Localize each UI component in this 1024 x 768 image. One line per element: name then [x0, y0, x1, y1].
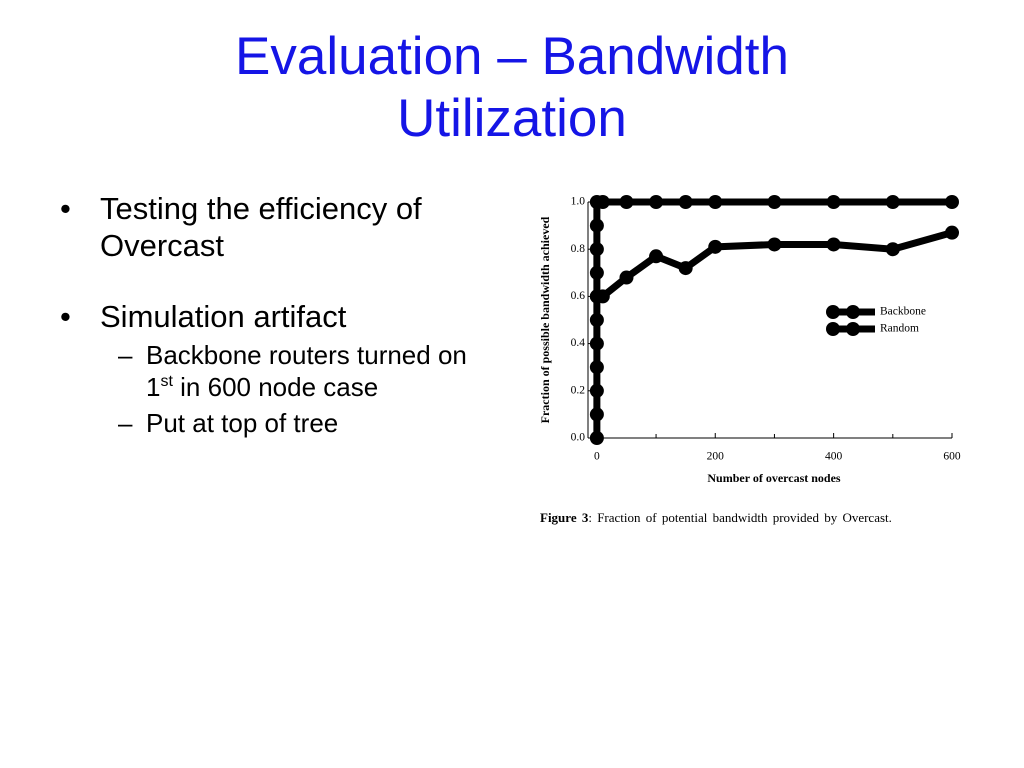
data-point — [589, 383, 604, 398]
legend-marker — [826, 305, 840, 319]
bullet: • Simulation artifact — [60, 298, 490, 335]
x-axis-label: Number of overcast nodes — [707, 471, 841, 485]
data-point — [945, 195, 959, 209]
bullet-text: Testing the efficiency of Overcast — [100, 191, 422, 263]
series-line — [596, 229, 953, 300]
data-point — [595, 289, 610, 304]
y-tick-label: 0.4 — [571, 337, 586, 349]
bullet-dash: – — [118, 340, 133, 370]
bullet-dot: • — [60, 191, 71, 226]
data-point — [589, 313, 604, 327]
sub-bullet-text: Backbone routers turned on 1 — [146, 340, 467, 402]
data-point — [945, 225, 959, 240]
data-point — [649, 249, 664, 264]
caption-label: Figure 3 — [540, 510, 589, 525]
data-point — [589, 242, 604, 257]
bullet-dot: • — [60, 299, 71, 334]
sub-bullet-text: Put at top of tree — [146, 408, 339, 438]
bullet-list: • Testing the efficiency of Overcast • Sim… — [60, 190, 490, 439]
figure-caption: Figure 3: Fraction of potential bandwidt… — [540, 509, 977, 526]
data-point — [589, 265, 604, 280]
data-point — [589, 431, 604, 445]
y-tick-label: 1.0 — [571, 196, 586, 208]
data-point — [595, 195, 610, 209]
series-line — [593, 198, 952, 438]
data-point — [708, 239, 723, 254]
data-point — [619, 270, 634, 285]
y-axis-label: Fraction of possible bandwidth achieved — [538, 216, 552, 423]
data-point — [589, 218, 604, 233]
legend-marker — [846, 322, 860, 336]
data-point — [589, 360, 604, 375]
data-point — [885, 242, 900, 257]
data-point — [885, 195, 900, 209]
legend-marker — [846, 305, 860, 319]
legend-label: Random — [880, 323, 919, 335]
data-point — [589, 336, 604, 351]
legend-label: Backbone — [880, 306, 926, 318]
x-tick-label: 400 — [825, 451, 843, 463]
sub-bullet-text: in 600 node case — [172, 372, 379, 402]
y-tick-label: 0.0 — [571, 432, 586, 444]
data-point — [708, 195, 723, 209]
data-point — [826, 237, 841, 252]
legend-marker — [826, 322, 840, 336]
data-point — [619, 195, 634, 209]
sub-bullet: – Backbone routers turned on 1st in 600 n… — [60, 339, 490, 403]
data-point — [826, 195, 841, 209]
data-point — [589, 407, 604, 422]
x-tick-label: 0 — [594, 451, 600, 463]
data-point — [767, 195, 782, 209]
y-tick-label: 0.6 — [571, 290, 586, 302]
x-tick-label: 200 — [707, 451, 725, 463]
bullet: • Testing the efficiency of Overcast — [60, 190, 490, 264]
caption-text: : Fraction of potential bandwidth provid… — [588, 510, 892, 525]
superscript: st — [160, 373, 173, 390]
x-tick-label: 600 — [943, 451, 961, 463]
data-point — [649, 195, 664, 209]
data-point — [678, 261, 693, 276]
y-tick-label: 0.2 — [571, 384, 586, 396]
bullet-text: Simulation artifact — [100, 299, 347, 334]
data-point — [767, 237, 782, 252]
y-tick-label: 0.8 — [571, 243, 586, 255]
sub-bullet: – Put at top of tree — [60, 407, 490, 439]
bullet-dash: – — [118, 408, 133, 438]
slide-title: Evaluation – Bandwidth Utilization — [235, 27, 789, 148]
data-point — [678, 195, 693, 209]
